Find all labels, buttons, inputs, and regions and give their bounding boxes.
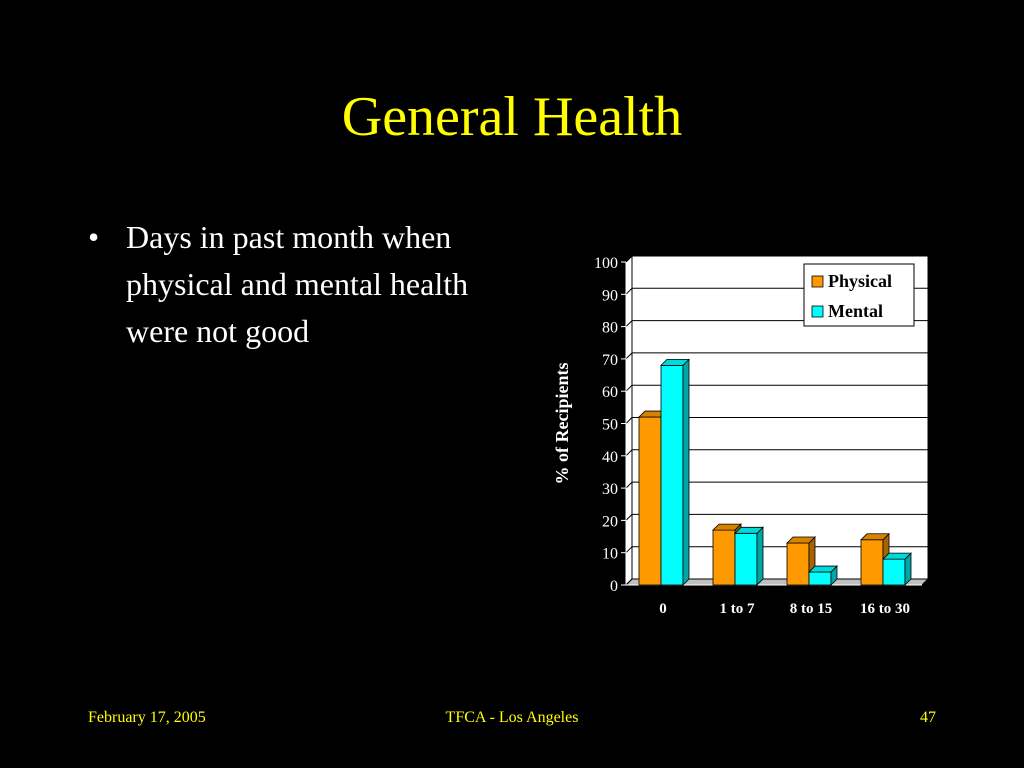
gridline: [625, 384, 928, 392]
y-tick-label: 50: [602, 417, 618, 434]
bar-physical-front: [860, 539, 884, 586]
y-tick-label: 10: [602, 546, 618, 563]
legend-swatch-mental: [811, 305, 824, 318]
y-tick-label: 100: [594, 255, 618, 272]
legend-label-physical: Physical: [828, 271, 892, 291]
y-axis-label: % of Recipients: [552, 363, 572, 485]
y-tick-label: 60: [602, 384, 618, 401]
gridline: [625, 417, 928, 424]
legend-swatch-physical: [811, 275, 824, 288]
bullet-list: • Days in past month when physical and m…: [88, 214, 528, 355]
bar-mental-top: [808, 565, 838, 573]
bullet-item: • Days in past month when physical and m…: [88, 214, 528, 355]
gridline: [625, 449, 928, 457]
bar-physical-front: [638, 416, 662, 586]
bullet-text: Days in past month when physical and men…: [126, 219, 469, 349]
bar-chart: 0 10 20 30 40 50 60 70 80 90 100 % of Recipients 0 1 …: [552, 254, 930, 617]
y-tick-label: 30: [602, 481, 618, 498]
y-tick-label: 40: [602, 449, 618, 466]
footer-page-number: 47: [920, 709, 936, 726]
bar-mental-side: [756, 526, 764, 586]
gridline: [625, 352, 928, 360]
bullet-marker: •: [88, 219, 100, 255]
bar-mental-front: [734, 532, 758, 586]
gridline: [625, 513, 928, 521]
bar-physical-front: [786, 542, 810, 586]
slide-title: General Health: [341, 86, 683, 148]
bar-mental-front: [660, 364, 684, 586]
y-tick-label: 0: [610, 578, 618, 595]
bar-mental-top: [660, 358, 690, 366]
x-tick-label: 8 to 15: [790, 601, 833, 617]
bar-mental-front: [808, 571, 832, 586]
bar-mental-top: [882, 552, 912, 560]
bar-mental-front: [882, 558, 906, 586]
gridline: [625, 546, 928, 554]
y-tick-label: 70: [602, 352, 618, 369]
footer-date: February 17, 2005: [88, 709, 206, 726]
x-tick-label: 16 to 30: [860, 601, 910, 617]
x-tick-label: 0: [659, 601, 667, 617]
footer-center-text: TFCA - Los Angeles: [445, 709, 579, 726]
gridline: [625, 481, 928, 489]
legend-label-mental: Mental: [828, 301, 883, 321]
gridline: [625, 255, 928, 263]
y-tick-label: 80: [602, 320, 618, 337]
y-tick-label: 20: [602, 513, 618, 530]
y-tick-label: 90: [602, 287, 618, 304]
x-tick-label: 1 to 7: [720, 601, 755, 617]
bar-physical-front: [712, 529, 736, 586]
bar-mental-side: [682, 358, 690, 586]
bar-physical-top: [860, 533, 890, 541]
bar-physical-top: [786, 536, 816, 544]
bar-physical-top: [712, 523, 742, 531]
bar-mental-top: [734, 526, 764, 534]
